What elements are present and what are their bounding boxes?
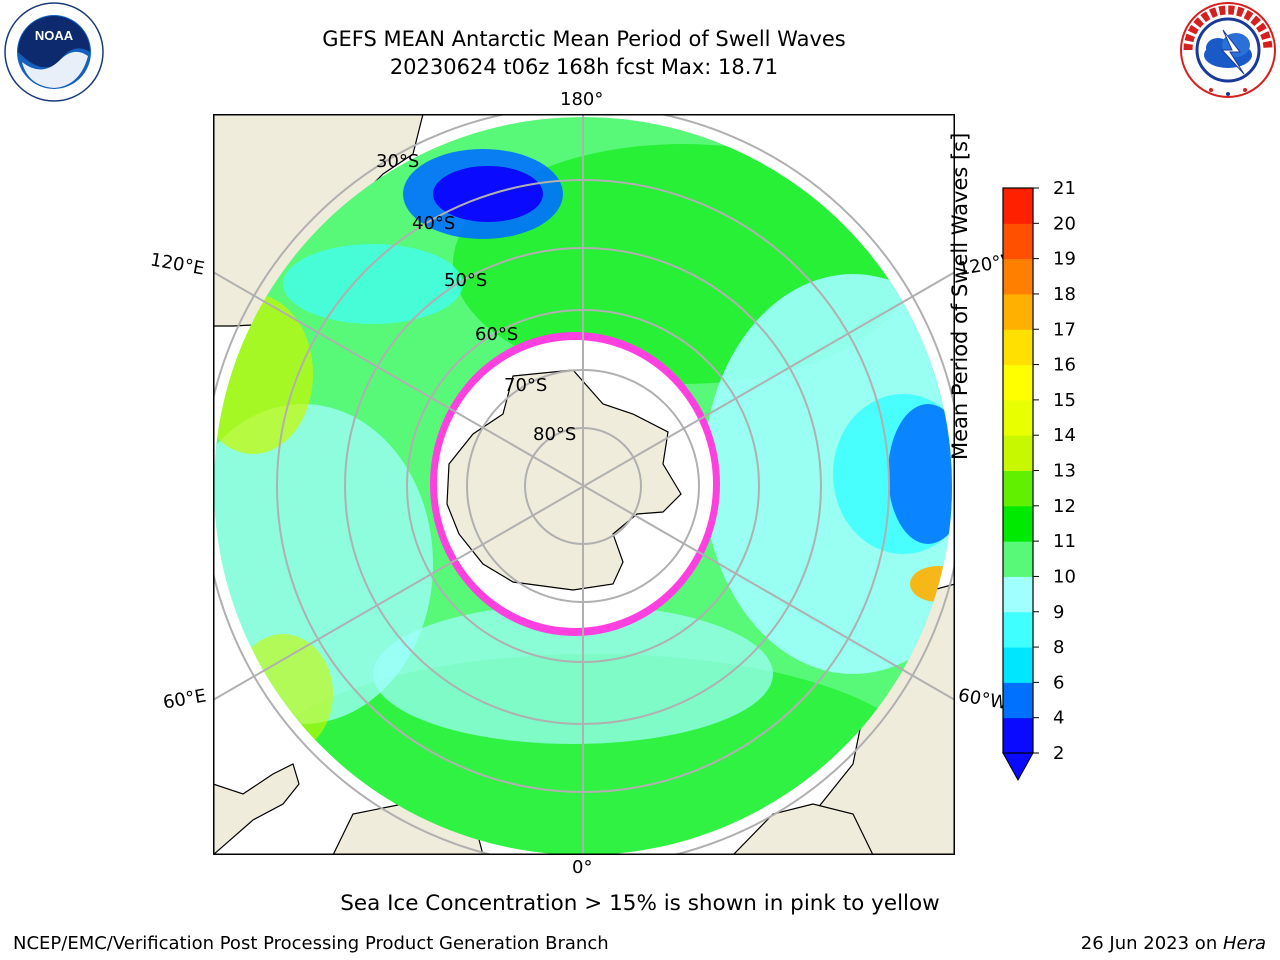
chart-title: GEFS MEAN Antarctic Mean Period of Swell… xyxy=(322,27,846,51)
lon-label-120e: 120°E xyxy=(148,249,207,280)
footer-date-text: 26 Jun 2023 on xyxy=(1080,933,1223,954)
swell-band-cyan-north xyxy=(283,244,463,324)
colorbar-tick-label: 11 xyxy=(1053,531,1076,552)
colorbar-tick-label: 18 xyxy=(1053,284,1076,305)
colorbar-band xyxy=(1003,399,1033,436)
colorbar-band xyxy=(1003,435,1033,471)
colorbar-band xyxy=(1003,611,1033,648)
nws-logo xyxy=(1180,2,1276,98)
colorbar-extend-arrow xyxy=(1002,752,1034,782)
colorbar-tick-label: 12 xyxy=(1053,496,1076,517)
colorbar-tick-label: 8 xyxy=(1053,637,1064,658)
colorbar-tick-label: 16 xyxy=(1053,355,1076,376)
lat-label-50s: 50°S xyxy=(444,270,488,291)
noaa-logo-text: NOAA xyxy=(35,28,74,43)
swell-band-deep-blue-north xyxy=(433,166,543,222)
colorbar-band xyxy=(1003,505,1033,542)
colorbar-band xyxy=(1003,647,1033,683)
southeast-pacific-land xyxy=(732,803,874,855)
colorbar-band xyxy=(1003,576,1033,613)
lat-label-70s: 70°S xyxy=(504,375,548,396)
colorbar-tick-label: 13 xyxy=(1053,461,1076,482)
colorbar-band xyxy=(1003,258,1033,295)
meridian-120e-60w xyxy=(213,271,955,701)
colorbar-band xyxy=(1003,364,1033,401)
swell-band-cyan-south xyxy=(373,604,773,744)
colorbar-band xyxy=(1003,329,1033,366)
colorbar-band xyxy=(1003,188,1033,224)
colorbar-tick-label: 17 xyxy=(1053,319,1076,340)
colorbar-tick-label: 20 xyxy=(1053,213,1076,234)
colorbar-tick-label: 15 xyxy=(1053,390,1076,411)
footer-host: Hera xyxy=(1222,933,1266,954)
polar-map xyxy=(213,114,955,855)
noaa-logo: NOAA xyxy=(4,2,104,102)
lon-label-0: 0° xyxy=(572,857,593,878)
colorbar-tick-label: 14 xyxy=(1053,425,1076,446)
sea-ice-note: Sea Ice Concentration > 15% is shown in … xyxy=(340,891,940,916)
colorbar-band xyxy=(1003,293,1033,330)
colorbar-label: Mean Period of Swell Waves [s] xyxy=(948,132,972,460)
colorbar-tick-label: 4 xyxy=(1053,708,1064,729)
colorbar-tick-label: 2 xyxy=(1053,743,1064,764)
lat-label-40s: 40°S xyxy=(412,213,456,234)
lon-label-60e: 60°E xyxy=(161,685,208,714)
colorbar-tick-label: 21 xyxy=(1053,180,1076,199)
colorbar: 2 4 6 8 9 10 11 12 13 14 15 16 17 18 19 20 21 xyxy=(1002,180,1076,782)
chart-subtitle: 20230624 t06z 168h fcst Max: 18.71 xyxy=(389,55,779,79)
colorbar-tick-label: 6 xyxy=(1053,672,1064,693)
colorbar-tick-label: 19 xyxy=(1053,249,1076,270)
africa-land xyxy=(213,763,300,855)
colorbar-tick-label: 9 xyxy=(1053,602,1064,623)
colorbar-band xyxy=(1003,223,1033,260)
lon-label-180: 180° xyxy=(560,89,604,110)
lat-label-60s: 60°S xyxy=(475,324,519,345)
footer-credit: NCEP/EMC/Verification Post Processing Pr… xyxy=(13,933,609,954)
colorbar-band xyxy=(1003,717,1033,754)
colorbar-band xyxy=(1003,682,1033,719)
swell-band-dark-blue-east xyxy=(888,404,952,544)
colorbar-tick-label: 10 xyxy=(1053,566,1076,587)
footer-date: 26 Jun 2023 on Hera xyxy=(1081,933,1266,954)
antarctica-land xyxy=(446,369,682,591)
lat-label-30s: 30°S xyxy=(376,151,420,172)
swell-band-orange-east xyxy=(910,566,952,602)
lat-label-80s: 80°S xyxy=(533,424,577,445)
colorbar-band xyxy=(1003,541,1033,577)
colorbar-band xyxy=(1003,470,1033,507)
